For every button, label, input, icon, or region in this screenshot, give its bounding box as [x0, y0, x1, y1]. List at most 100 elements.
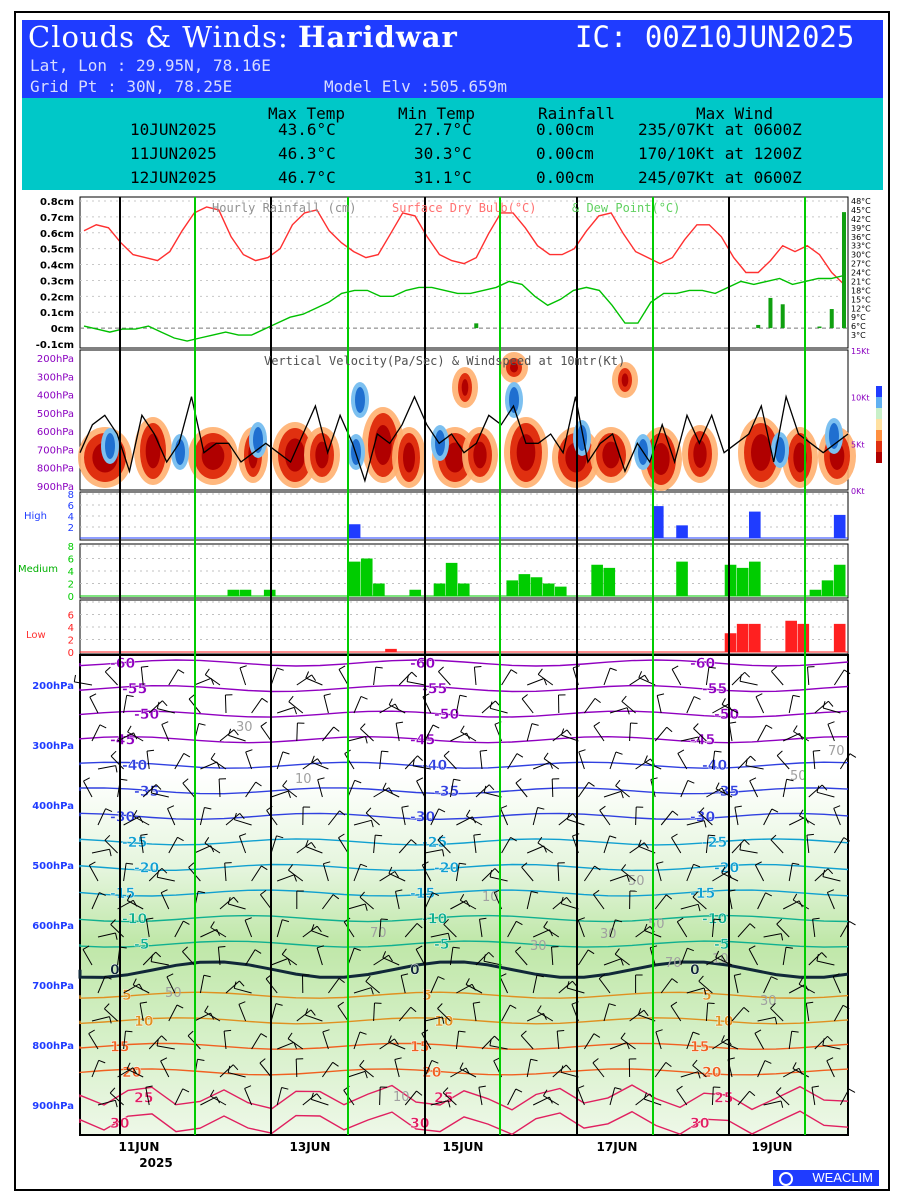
wind-barb-feather	[127, 725, 132, 733]
wind-barb-feather	[530, 1058, 538, 1062]
wind-barb-feather	[516, 753, 524, 758]
summary-table: Max Temp Min Temp Rainfall Max Wind 10JU…	[22, 98, 883, 190]
wind-barb	[415, 949, 426, 966]
wind-barb	[827, 724, 835, 742]
wind-barb-feather	[310, 1009, 316, 1016]
wind-barb	[483, 792, 502, 798]
wind-barb	[670, 1005, 682, 1022]
wind-barb-feather	[822, 701, 826, 709]
wind-barb	[344, 753, 355, 770]
temp-tick: 39°C	[851, 224, 871, 233]
wind-barb	[465, 984, 483, 994]
temp-tick: 15°C	[851, 295, 871, 304]
wind-barb	[259, 894, 272, 910]
wind-barb-feather	[132, 1067, 138, 1074]
temp-tick: 18°C	[851, 286, 871, 295]
wind-barb	[537, 1011, 554, 1022]
vv-level-tick: 800hPa	[37, 464, 74, 475]
temperature-contour-label: -15	[690, 886, 715, 902]
wind-barb-feather	[382, 951, 387, 958]
wind-barb-feather	[594, 865, 601, 871]
wind-barb-feather	[521, 694, 528, 700]
medium-cloud-bar	[554, 586, 567, 596]
wind-barb-feather	[494, 868, 501, 874]
wind-barb-feather	[395, 889, 403, 892]
wind-barb	[507, 1088, 517, 1106]
header-banner: Clouds & Winds: Haridwar IC: 00Z10JUN202…	[22, 20, 883, 98]
wind-barb-feather	[261, 865, 268, 871]
wind-barb	[382, 788, 400, 798]
vv-updraft-peak	[201, 442, 225, 470]
row-wind: 245/07Kt at 0600Z	[638, 168, 802, 187]
wind-barb	[302, 925, 318, 938]
medium-cloud-tick: 2	[68, 580, 74, 591]
wind-barb-feather	[255, 781, 262, 787]
wind-barb-feather	[677, 749, 685, 754]
wind-barb	[97, 808, 107, 826]
wind-barb-feather	[182, 778, 189, 784]
wind-barb	[654, 1062, 667, 1078]
wind-barb-feather	[415, 945, 423, 950]
wind-barb-feather	[365, 736, 368, 744]
wind-barb	[91, 1060, 100, 1078]
temperature-contour-label: -15	[110, 886, 135, 902]
wind-barb-feather	[665, 1062, 672, 1067]
wind-barb-feather	[437, 834, 444, 841]
temperature-contour-label: -45	[410, 733, 435, 749]
wind-barb	[839, 1088, 850, 1106]
wind-barb	[489, 876, 508, 882]
wind-barb	[88, 1033, 99, 1050]
wind-barb-feather	[281, 948, 287, 955]
wind-barb-feather	[239, 665, 247, 669]
wind-barb	[401, 807, 406, 826]
wind-barb	[259, 1062, 272, 1078]
temperature-contour-label: -10	[122, 912, 148, 928]
wind-barb-feather	[483, 785, 487, 793]
wind-barb-feather	[99, 892, 106, 896]
wind-barb-feather	[332, 1061, 339, 1067]
low-cloud-bar	[833, 623, 846, 652]
wind-barb-feather	[599, 805, 606, 811]
wind-barb-feather	[438, 808, 446, 813]
row-min: 30.3°C	[414, 144, 472, 163]
wind-barb	[218, 778, 221, 798]
wind-barb	[481, 700, 496, 714]
wind-barb	[671, 837, 682, 854]
medium-cloud-tick: 4	[68, 567, 74, 578]
vv-updraft-peak	[510, 362, 518, 373]
wind-barb	[296, 841, 312, 854]
temperature-contour-label: -35	[134, 784, 159, 800]
wind-barb	[245, 751, 253, 770]
profile-level-tick: 400hPa	[32, 801, 74, 812]
wind-barb-feather	[110, 919, 116, 925]
wind-barb	[288, 869, 304, 882]
wind-barb	[629, 722, 631, 742]
wind-barb-feather	[239, 813, 245, 820]
wind-barb-feather	[120, 778, 128, 781]
wind-barb	[745, 765, 764, 770]
temperature-contour-label: -40	[422, 758, 448, 774]
wind-barb-feather	[489, 869, 493, 878]
wind-barb-feather	[203, 974, 211, 978]
vv-level-tick: 200hPa	[37, 354, 74, 365]
wind-barb-feather	[493, 1057, 501, 1062]
wind-barb	[763, 1100, 782, 1106]
wind-barb-feather	[83, 777, 90, 782]
wind-barb-feather	[394, 871, 400, 878]
wind-barb-feather	[316, 1093, 322, 1100]
wind-barb	[424, 892, 433, 910]
profile-level-tick: 800hPa	[32, 1041, 74, 1052]
wind-barb-feather	[510, 836, 517, 842]
rain-tick: 0.5cm	[40, 245, 74, 256]
col-max-temp: Max Temp	[268, 104, 346, 123]
wind-barb	[629, 842, 645, 854]
wind-barb-feather	[364, 903, 368, 911]
wind-barb	[833, 669, 845, 686]
wind-barb	[788, 863, 793, 882]
wind-barb-feather	[338, 978, 345, 983]
wind-barb	[302, 758, 318, 770]
wind-barb	[501, 669, 512, 686]
wind-barb-feather	[233, 896, 239, 903]
humidity-contour-label: 30	[760, 994, 777, 1009]
medium-cloud-bar	[518, 574, 531, 596]
